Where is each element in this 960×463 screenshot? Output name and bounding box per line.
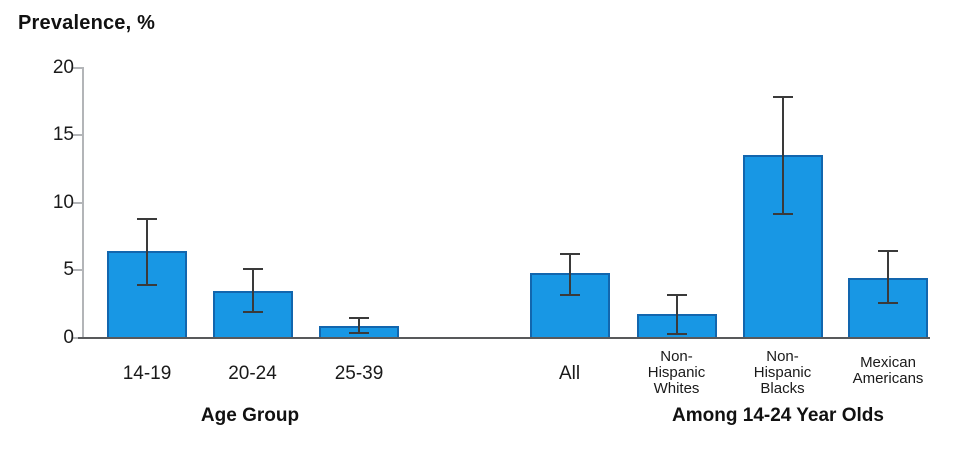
error-bar-cap-top bbox=[242, 268, 263, 271]
bar-label-line: 20-24 bbox=[228, 363, 277, 384]
error-bar-cap-top bbox=[666, 293, 687, 296]
bar-label: Non- Hispanic Blacks bbox=[723, 349, 843, 397]
bar-label: Mexican Americans bbox=[828, 355, 948, 387]
bar-label: 14-19 bbox=[87, 363, 207, 384]
bar-label-line: Hispanic bbox=[647, 364, 706, 381]
bar-label: 20-24 bbox=[193, 363, 313, 384]
error-bar-cap-bottom bbox=[772, 212, 793, 215]
group-label: Among 14-24 Year Olds bbox=[672, 405, 884, 426]
error-bar-line bbox=[146, 218, 148, 286]
error-bar-cap-bottom bbox=[878, 301, 898, 304]
y-tick bbox=[72, 66, 83, 69]
error-bar-cap-top bbox=[349, 316, 369, 319]
bar-label-line: Hispanic bbox=[753, 364, 812, 381]
error-bar-cap-bottom bbox=[559, 293, 580, 296]
bar-label: 25-39 bbox=[299, 363, 419, 384]
y-tick bbox=[72, 201, 83, 204]
error-bar-line bbox=[675, 294, 678, 334]
error-bar-line bbox=[251, 269, 254, 313]
error-bar-line bbox=[781, 97, 784, 214]
y-tick-label: 15 bbox=[52, 124, 74, 146]
bar-label-line: Whites bbox=[653, 380, 700, 397]
y-tick-label: 20 bbox=[52, 56, 74, 78]
error-bar-cap-top bbox=[772, 96, 793, 99]
y-tick-label: 5 bbox=[63, 259, 74, 281]
bar-label: All bbox=[510, 363, 630, 384]
y-axis-title: Prevalence, % bbox=[18, 12, 156, 34]
y-tick bbox=[72, 134, 83, 137]
group-label: Age Group bbox=[200, 405, 300, 426]
bar-label-line: All bbox=[558, 363, 581, 384]
error-bar-line bbox=[887, 251, 889, 303]
error-bar-line bbox=[568, 254, 571, 295]
bar-label-line: 25-39 bbox=[334, 363, 384, 384]
error-bar-cap-bottom bbox=[666, 332, 687, 335]
bar-label-line: Non- bbox=[766, 348, 799, 365]
bar-label-line: Non- bbox=[660, 348, 693, 365]
bar-label-line: Blacks bbox=[760, 380, 805, 397]
error-bar-cap-bottom bbox=[242, 311, 263, 314]
x-axis-line bbox=[78, 337, 930, 339]
error-bar-line bbox=[358, 317, 360, 333]
error-bar-cap-top bbox=[559, 253, 580, 256]
y-tick bbox=[72, 269, 83, 272]
bar-label: Non- Hispanic Whites bbox=[617, 349, 737, 397]
bar-label-line: 14-19 bbox=[122, 363, 172, 384]
y-tick-label: 10 bbox=[52, 191, 74, 213]
bar-label-line: Mexican bbox=[860, 354, 916, 371]
error-bar-cap-top bbox=[878, 250, 898, 253]
error-bar-cap-bottom bbox=[349, 331, 369, 334]
error-bar-cap-bottom bbox=[137, 284, 157, 287]
bar-label-line: Americans bbox=[852, 370, 924, 387]
y-tick bbox=[72, 337, 83, 339]
y-tick-label: 0 bbox=[63, 327, 74, 348]
y-axis-line bbox=[82, 66, 84, 338]
error-bar-cap-top bbox=[137, 217, 157, 220]
